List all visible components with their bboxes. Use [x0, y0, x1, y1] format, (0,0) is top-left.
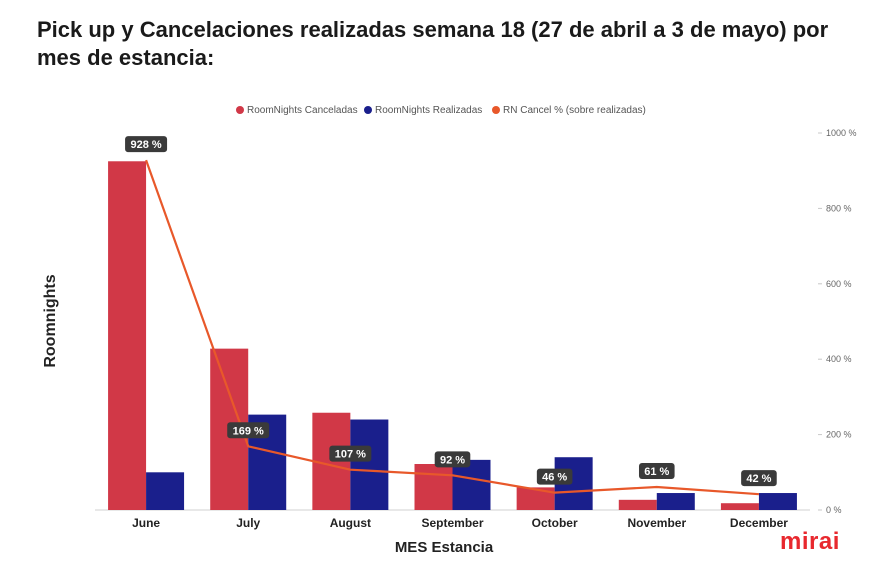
point-label: 169 % — [233, 425, 264, 437]
legend-marker — [236, 106, 244, 114]
point-label-bg — [434, 451, 471, 468]
x-tick-label: November — [627, 516, 686, 530]
y-axis-title: Roomnights — [42, 274, 59, 367]
point-label-bg — [536, 468, 573, 485]
bar-canceladas — [720, 503, 759, 510]
point-label-bg — [638, 463, 675, 480]
right-axis-tick-label: 200 % — [826, 430, 852, 440]
legend-label: RoomNights Canceladas — [247, 105, 358, 116]
x-axis-title: MES Estancia — [395, 539, 494, 556]
point-label: 928 % — [130, 139, 161, 151]
legend-marker — [492, 106, 500, 114]
bar-canceladas — [618, 499, 657, 510]
x-tick-label: October — [532, 516, 578, 530]
legend-marker — [364, 106, 372, 114]
right-axis-tick-label: 1000 % — [826, 128, 857, 138]
bar-realizadas — [350, 419, 389, 510]
legend-label: RN Cancel % (sobre realizadas) — [503, 105, 646, 116]
point-label-bg — [741, 470, 777, 487]
bar-realizadas — [656, 493, 695, 510]
point-label: 61 % — [644, 466, 669, 478]
right-axis-tick-label: 800 % — [826, 203, 852, 213]
point-label: 42 % — [746, 473, 771, 485]
right-axis-tick-label: 600 % — [826, 279, 852, 289]
bar-canceladas — [108, 161, 147, 510]
point-label: 107 % — [335, 449, 366, 461]
point-label-bg — [227, 422, 270, 439]
x-tick-label: December — [730, 516, 788, 530]
point-label: 92 % — [440, 454, 465, 466]
line-rn-cancel — [145, 159, 760, 496]
x-tick-label: July — [236, 516, 260, 530]
bar-realizadas — [452, 459, 491, 510]
bar-realizadas — [758, 493, 797, 510]
right-axis-tick-label: 0 % — [826, 505, 842, 515]
point-label: 46 % — [542, 472, 567, 484]
bar-canceladas — [414, 464, 453, 510]
brand-logo: mirai — [780, 528, 840, 555]
legend-label: RoomNights Realizadas — [375, 105, 482, 116]
x-tick-label: September — [421, 516, 483, 530]
point-label-bg — [125, 136, 168, 153]
page-title: Pick up y Cancelaciones realizadas seman… — [37, 17, 829, 70]
bar-canceladas — [516, 487, 555, 510]
bar-realizadas — [146, 472, 185, 510]
point-label-bg — [329, 445, 372, 462]
right-axis-tick-label: 400 % — [826, 354, 852, 364]
x-tick-label: June — [132, 516, 160, 530]
x-tick-label: August — [330, 516, 371, 530]
